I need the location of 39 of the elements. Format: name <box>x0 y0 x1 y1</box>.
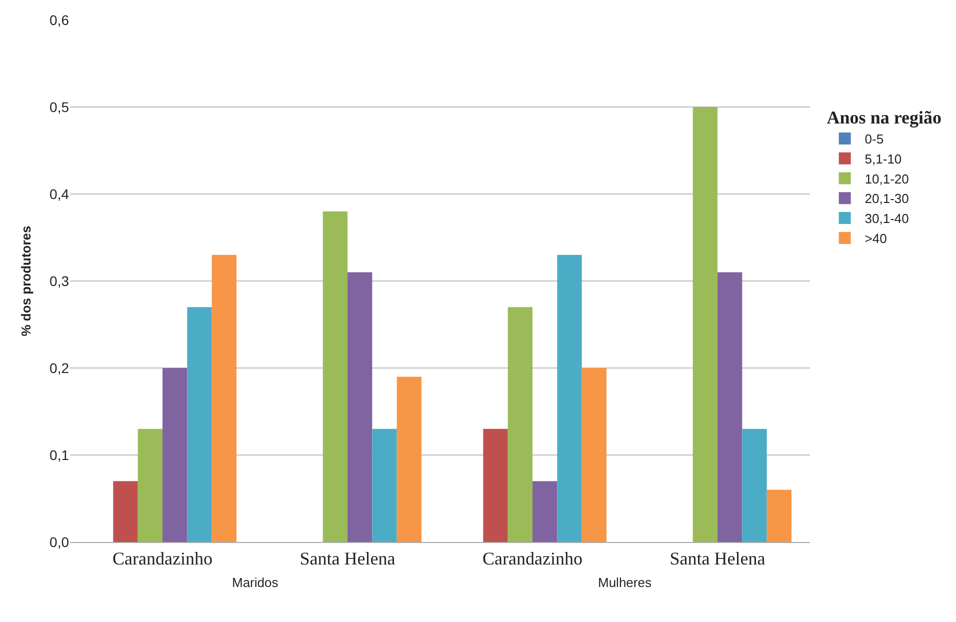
bar <box>718 272 742 542</box>
x-tick-label: Santa Helena <box>300 548 396 569</box>
y-tick-label: 0,6 <box>50 12 70 28</box>
bar <box>187 307 212 542</box>
x-tick-label: Carandazinho <box>112 548 212 569</box>
bar <box>582 368 606 542</box>
y-tick-label: 0,5 <box>50 98 70 115</box>
bar <box>113 481 138 542</box>
bar <box>692 107 718 542</box>
legend-label: 20,1-30 <box>864 191 909 206</box>
legend-label: 30,1-40 <box>864 211 909 226</box>
bar <box>766 490 792 542</box>
text: Mulheres <box>598 575 652 590</box>
bar <box>396 376 422 542</box>
bar <box>532 481 558 542</box>
y-tick-label: 0,1 <box>50 446 70 463</box>
bar <box>348 272 372 542</box>
y-tick-label: 0,2 <box>50 360 70 376</box>
bar <box>162 368 188 542</box>
bar <box>557 254 582 542</box>
bar <box>742 428 767 542</box>
x-tick-label: Santa Helena <box>670 548 766 569</box>
y-axis-title: % dos produtores <box>18 226 34 336</box>
y-tick-label: 0,4 <box>50 186 70 202</box>
bar <box>508 307 532 542</box>
legend-label: >40 <box>864 231 887 246</box>
x-tick-label: Carandazinho <box>482 548 582 569</box>
legend-label: 0-5 <box>864 132 884 147</box>
bar <box>372 428 397 542</box>
legend-title: Anos na região <box>826 108 942 128</box>
legend-label: 5,1-10 <box>864 151 902 166</box>
bar <box>483 428 508 542</box>
text: Maridos <box>232 575 279 590</box>
bar <box>138 428 162 542</box>
y-tick-label: 0,0 <box>50 534 70 550</box>
bar <box>212 254 236 542</box>
y-tick-label: 0,3 <box>50 272 70 289</box>
legend-label: 10,1-20 <box>864 171 909 186</box>
bar <box>322 211 348 542</box>
